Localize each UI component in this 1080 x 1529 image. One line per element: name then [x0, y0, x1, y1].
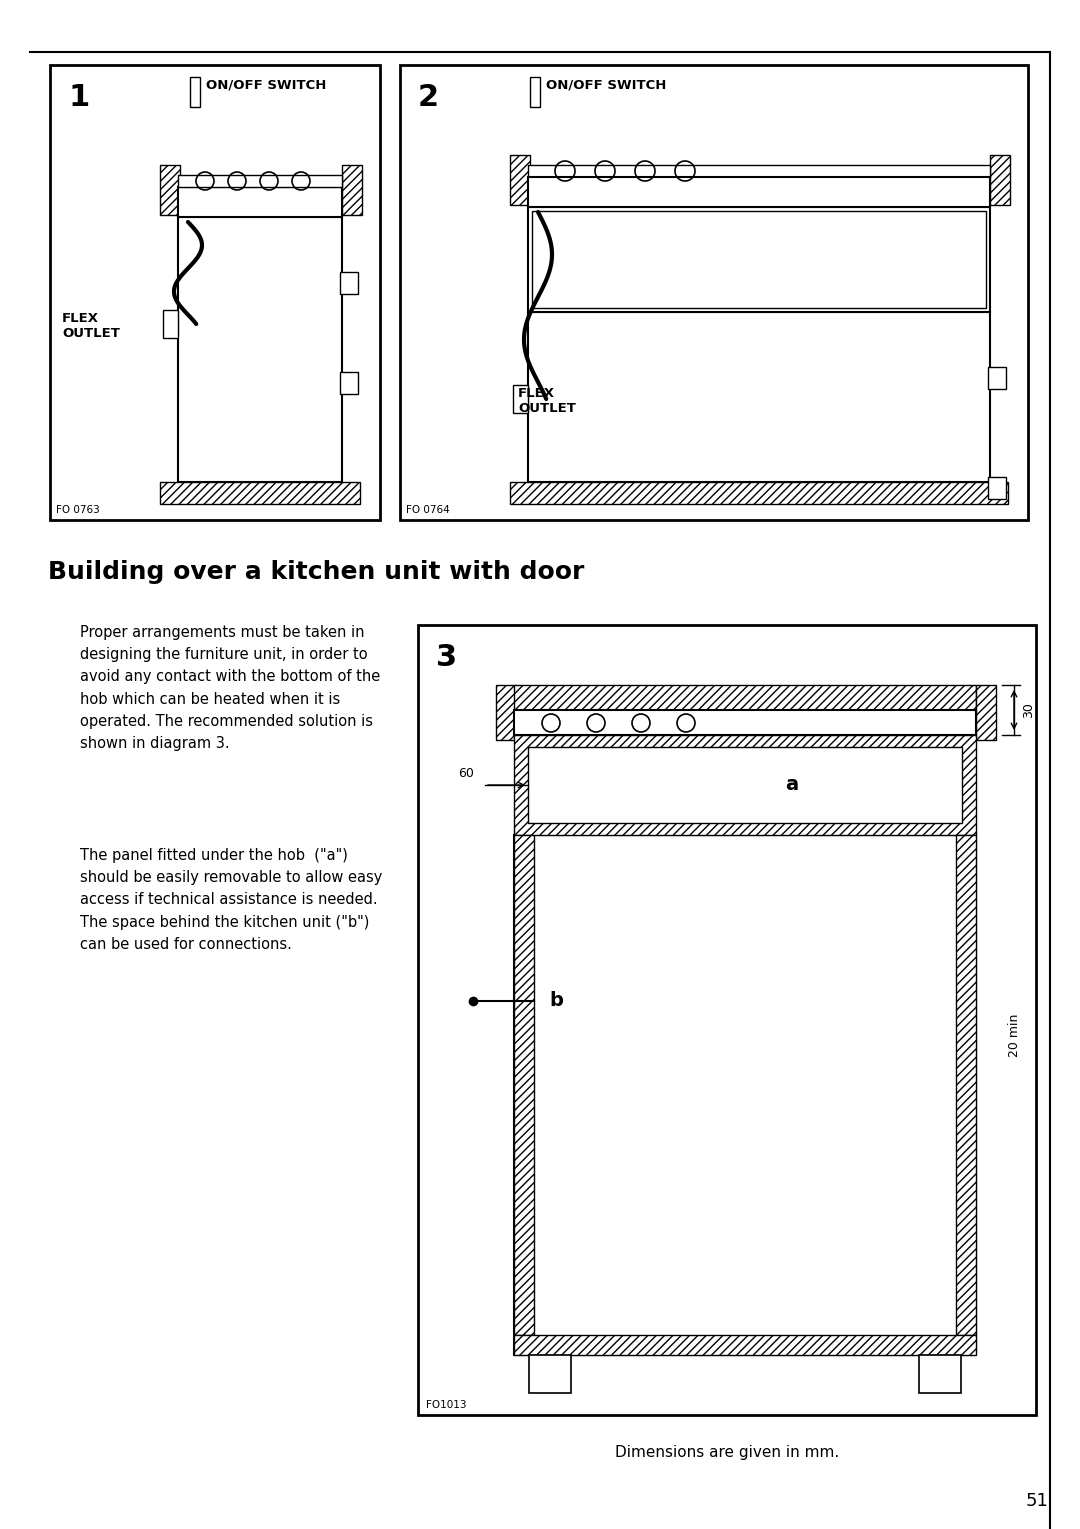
Text: FO1013: FO1013: [426, 1401, 467, 1410]
Bar: [530, 76, 540, 107]
Bar: [178, 187, 342, 217]
Bar: [418, 625, 1036, 1414]
Bar: [190, 76, 200, 107]
Bar: [496, 685, 516, 740]
Text: 2: 2: [418, 83, 440, 112]
Bar: [528, 748, 962, 823]
Text: Building over a kitchen unit with door: Building over a kitchen unit with door: [48, 560, 584, 584]
Bar: [510, 154, 530, 205]
Bar: [956, 835, 976, 1335]
Text: 3: 3: [436, 644, 457, 673]
Bar: [988, 367, 1005, 388]
Bar: [50, 66, 380, 520]
Text: 20 min: 20 min: [1008, 1014, 1021, 1057]
Text: Proper arrangements must be taken in
designing the furniture unit, in order to
a: Proper arrangements must be taken in des…: [80, 625, 380, 751]
Text: ON/OFF SWITCH: ON/OFF SWITCH: [546, 80, 666, 92]
Bar: [340, 272, 357, 294]
Text: 51: 51: [1025, 1492, 1048, 1511]
Bar: [178, 217, 342, 482]
Bar: [513, 385, 528, 413]
Bar: [988, 477, 1005, 498]
Bar: [528, 312, 990, 482]
Bar: [163, 310, 178, 338]
Text: FLEX
OUTLET: FLEX OUTLET: [62, 312, 120, 339]
Bar: [160, 165, 180, 216]
Bar: [514, 1335, 976, 1355]
Bar: [400, 66, 1028, 520]
Text: 60: 60: [458, 768, 474, 780]
Bar: [529, 1355, 571, 1393]
Bar: [976, 685, 996, 740]
Bar: [514, 685, 976, 716]
Text: FO 0764: FO 0764: [406, 505, 449, 515]
Bar: [514, 709, 976, 735]
Bar: [990, 154, 1010, 205]
Text: a: a: [785, 775, 798, 795]
Bar: [160, 482, 360, 505]
Text: FO 0763: FO 0763: [56, 505, 99, 515]
Bar: [510, 482, 1008, 505]
Bar: [340, 372, 357, 394]
Bar: [532, 211, 986, 307]
Bar: [919, 1355, 961, 1393]
Bar: [514, 835, 976, 1355]
Bar: [528, 165, 990, 177]
Bar: [342, 165, 362, 216]
Text: FLEX
OUTLET: FLEX OUTLET: [518, 387, 576, 414]
Bar: [178, 174, 342, 187]
Text: 1: 1: [68, 83, 90, 112]
Text: Dimensions are given in mm.: Dimensions are given in mm.: [615, 1445, 839, 1460]
Bar: [514, 835, 534, 1335]
Bar: [528, 206, 990, 312]
Bar: [528, 177, 990, 206]
Text: b: b: [549, 991, 563, 1011]
Bar: [514, 735, 976, 835]
Text: 30: 30: [1022, 702, 1035, 719]
Text: The panel fitted under the hob  ("a")
should be easily removable to allow easy
a: The panel fitted under the hob ("a") sho…: [80, 849, 382, 951]
Text: ON/OFF SWITCH: ON/OFF SWITCH: [206, 80, 326, 92]
